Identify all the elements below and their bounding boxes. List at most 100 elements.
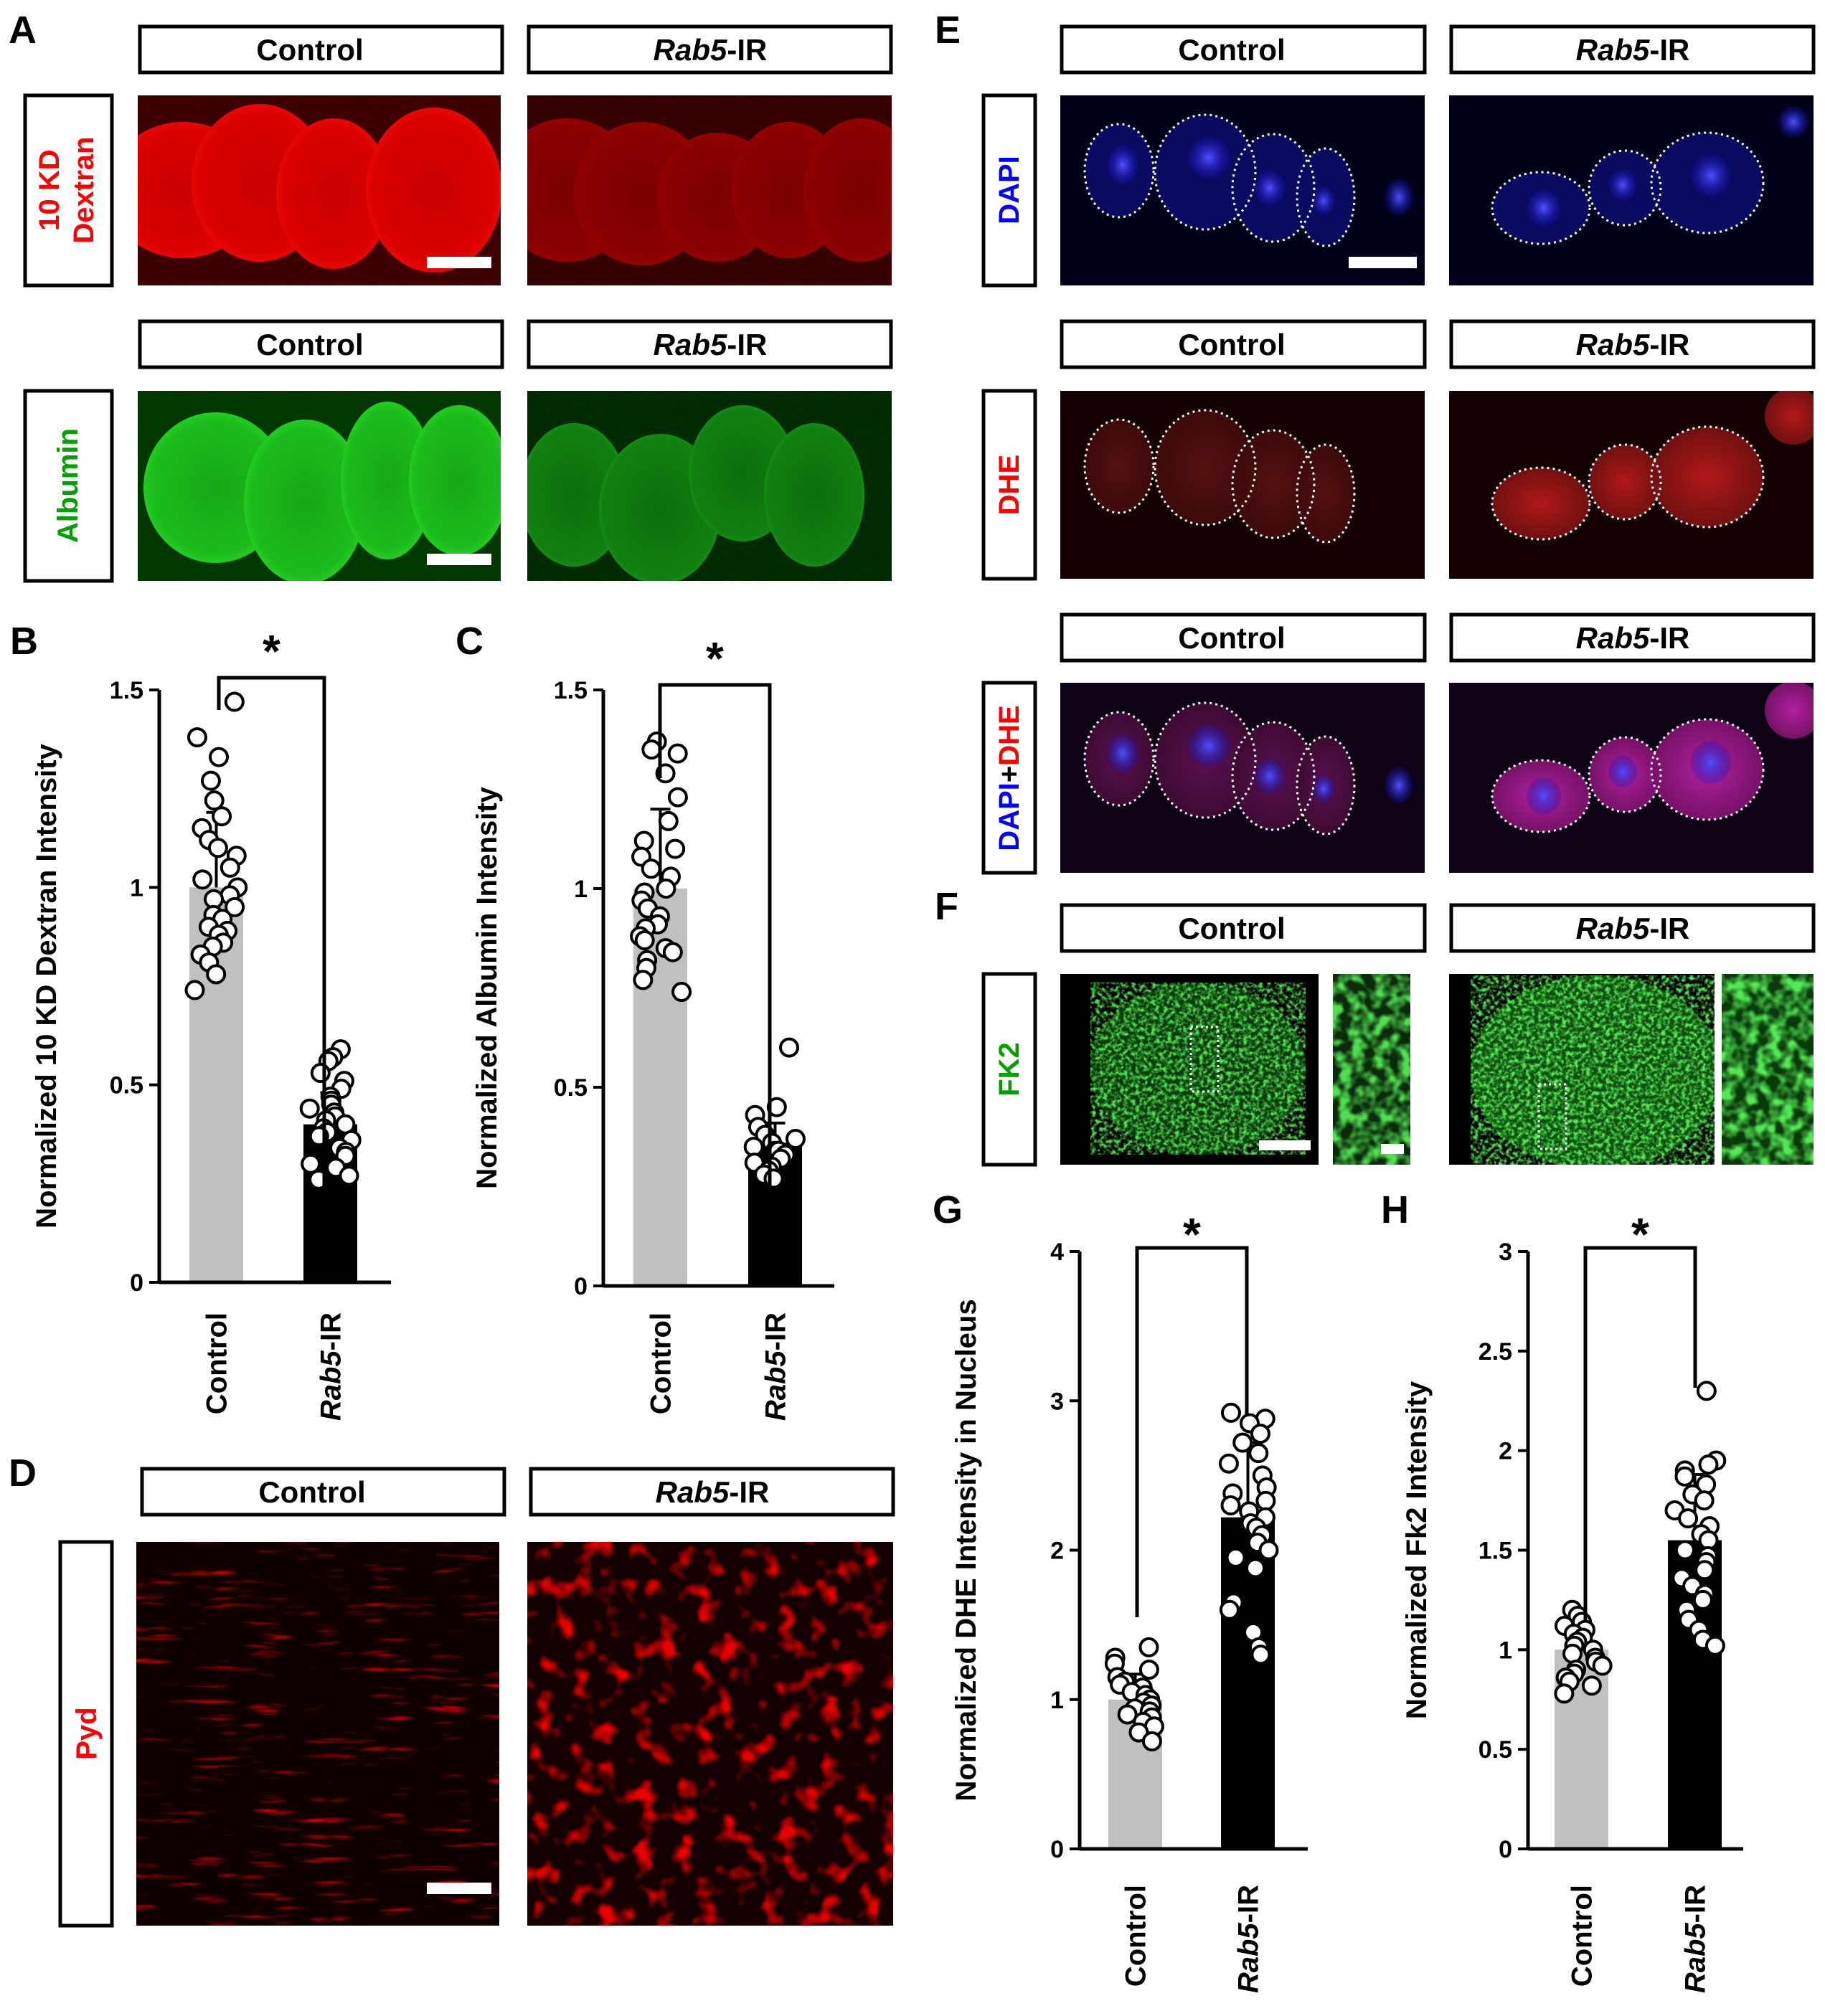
scale-bar [427, 554, 491, 565]
header-box [1060, 24, 1427, 75]
x-category-control: Control [1121, 1885, 1152, 1987]
y-tick-label: 0.5 [1479, 1736, 1512, 1764]
image-dhe-control [1060, 391, 1425, 579]
y-tick-label: 2 [1499, 1438, 1512, 1465]
scale-bar [1381, 1144, 1404, 1154]
y-tick-label: 1 [1050, 1687, 1064, 1714]
panel-letter-f: F [935, 885, 958, 928]
chart-h: H 0 0.5 1 1.5 2 2.5 3 Normalized Fk2 Intensity Co… [1381, 1188, 1743, 1993]
scale-bar [427, 257, 491, 268]
header-control: Control [258, 1475, 365, 1509]
data-point [1232, 1432, 1253, 1453]
side-label-box [981, 972, 1037, 1167]
data-point [634, 930, 655, 951]
x-category-rab5: Rab5-IR [316, 1312, 347, 1421]
scale-bar [1259, 1140, 1311, 1150]
data-point [1245, 1558, 1266, 1579]
panel-letter-g: G [933, 1188, 963, 1231]
side-label-dextran-1: 10 KD [34, 149, 65, 230]
data-point [1258, 1540, 1279, 1561]
panel-a: A Control Rab5-IR 10 KD Dextran [9, 9, 893, 583]
data-point [220, 857, 240, 878]
image-albumin-rab5 [527, 391, 892, 581]
significance-star: * [706, 633, 724, 684]
y-tick-label: 3 [1050, 1388, 1064, 1415]
header-box [1449, 24, 1816, 75]
side-label-box [58, 1540, 114, 1928]
x-category-control: Control [202, 1312, 233, 1414]
panel-letter-a: A [9, 9, 37, 52]
image-dextran-rab5 [527, 95, 892, 285]
side-label-fk2: FK2 [994, 1042, 1025, 1097]
data-point [1138, 1637, 1159, 1657]
data-point [1219, 1599, 1240, 1620]
header-box [140, 1467, 506, 1517]
y-tick-label: 0 [574, 1273, 588, 1300]
header-box [1449, 319, 1816, 369]
data-point [208, 747, 229, 767]
image-fk2-rab5 [1449, 974, 1715, 1165]
data-point [299, 1098, 320, 1119]
data-point [1592, 1655, 1613, 1676]
data-point [1220, 1402, 1241, 1423]
header-control: Control [256, 33, 363, 67]
image-dapi-rab5 [1449, 95, 1814, 285]
data-point [339, 1165, 359, 1186]
data-point [662, 942, 683, 962]
y-tick-label: 1 [1499, 1637, 1512, 1664]
significance-star: * [1183, 1208, 1201, 1260]
header-rab5: Rab5-IR [656, 1475, 770, 1509]
data-point [184, 980, 205, 1000]
data-point [212, 806, 232, 827]
header-rab5: Rab5-IR [1576, 912, 1690, 945]
data-point [1694, 1560, 1715, 1581]
data-point [1250, 1424, 1270, 1444]
data-point [665, 838, 686, 859]
data-point [1255, 1490, 1276, 1511]
header-box [138, 24, 504, 75]
data-point [187, 727, 207, 748]
data-point [658, 810, 679, 831]
y-tick-label: 0.5 [554, 1074, 588, 1102]
panel-letter-h: H [1381, 1188, 1409, 1231]
data-point [671, 982, 692, 1003]
y-tick-label: 0 [1499, 1836, 1512, 1863]
header-rab5: Rab5-IR [1576, 621, 1690, 655]
data-point [633, 830, 654, 851]
header-box [1449, 903, 1816, 953]
header-control: Control [1178, 328, 1285, 361]
y-tick-label: 1.5 [1479, 1538, 1512, 1565]
data-point [641, 739, 662, 760]
image-dextran-control [138, 95, 501, 285]
data-point [206, 964, 227, 985]
data-point [301, 1153, 321, 1174]
data-point [1138, 1660, 1159, 1680]
header-box [138, 319, 504, 369]
chart-b: B 0 0.5 1 1.5 Normalized 10 KD Dextran Intens… [10, 620, 391, 1421]
y-tick-label: 0 [1050, 1836, 1064, 1863]
significance-bracket [217, 676, 326, 1205]
data-point [192, 869, 213, 890]
data-point [656, 879, 676, 899]
data-point [1692, 1589, 1713, 1610]
y-tick-label: 0 [130, 1269, 143, 1297]
x-category-control: Control [646, 1312, 677, 1414]
header-rab5: Rab5-IR [654, 328, 768, 361]
panel-f: F Control Rab5-IR FK2 [935, 885, 1816, 1167]
y-tick-label: 2.5 [1479, 1338, 1512, 1366]
data-point [225, 896, 245, 917]
data-point [1220, 1495, 1241, 1516]
data-point [200, 770, 221, 791]
data-point [224, 691, 245, 712]
panel-e: E Control Rab5-IR DAPI [935, 9, 1816, 875]
data-point [1694, 1490, 1715, 1511]
header-box [529, 1467, 895, 1517]
side-label-albumin: Albumin [52, 428, 84, 543]
y-tick-label: 1.5 [554, 677, 588, 704]
significance-bracket [658, 683, 772, 1208]
y-tick-label: 1 [130, 874, 143, 901]
side-label-pyd: Pyd [71, 1707, 103, 1759]
side-label-box [981, 389, 1037, 581]
header-control: Control [1178, 621, 1285, 655]
image-pyd-rab5 [527, 1542, 893, 1926]
